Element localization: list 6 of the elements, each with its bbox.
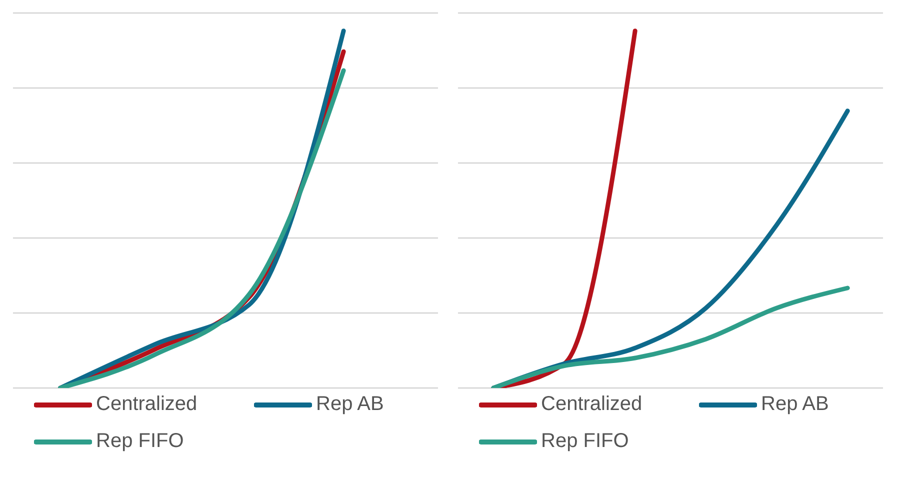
legend-label: Rep AB bbox=[316, 393, 384, 416]
legend-label: Rep FIFO bbox=[96, 430, 184, 453]
legend-label: Centralized bbox=[541, 393, 642, 416]
legend-label: Centralized bbox=[96, 393, 198, 416]
legend-label: Rep FIFO bbox=[541, 430, 629, 453]
legend-label: Rep AB bbox=[761, 393, 829, 416]
